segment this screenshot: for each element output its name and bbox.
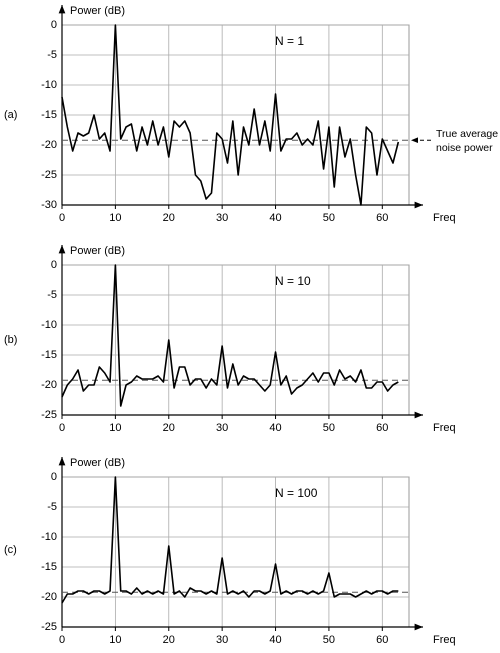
- x-tick-label: 30: [216, 212, 228, 224]
- y-tick-label: -20: [41, 379, 57, 391]
- y-tick-label: -30: [41, 199, 57, 211]
- x-tick-label: 50: [323, 422, 335, 434]
- y-tick-label: 0: [51, 471, 57, 483]
- x-tick-label: 0: [59, 634, 65, 646]
- data-line: [61, 476, 399, 604]
- x-tick-label: 30: [216, 634, 228, 646]
- x-tick-label: 40: [269, 212, 281, 224]
- x-tick-label: 60: [376, 634, 388, 646]
- x-tick-label: 60: [376, 422, 388, 434]
- x-axis-label: Freq: [433, 212, 456, 224]
- y-axis-label: Power (dB): [70, 457, 125, 469]
- x-tick-label: 60: [376, 212, 388, 224]
- x-tick-label: 20: [163, 212, 175, 224]
- y-tick-label: -15: [41, 109, 57, 121]
- y-tick-label: -25: [41, 409, 57, 421]
- x-axis-label: Freq: [433, 634, 456, 646]
- y-tick-label: -5: [47, 49, 57, 61]
- x-tick-label: 10: [109, 212, 121, 224]
- x-tick-label: 40: [269, 422, 281, 434]
- y-tick-label: 0: [51, 259, 57, 271]
- data-line: [61, 264, 399, 407]
- y-tick-label: -10: [41, 319, 57, 331]
- x-tick-label: 10: [109, 422, 121, 434]
- y-tick-label: -25: [41, 169, 57, 181]
- x-tick-label: 0: [59, 422, 65, 434]
- data-line: [61, 24, 400, 206]
- y-tick-label: -15: [41, 561, 57, 573]
- x-tick-label: 20: [163, 422, 175, 434]
- x-tick-label: 10: [109, 634, 121, 646]
- annotation: noise power: [436, 142, 493, 154]
- x-axis-label: Freq: [433, 422, 456, 434]
- panel-subtitle: N = 1: [275, 34, 304, 48]
- panel-subtitle: N = 100: [275, 486, 318, 500]
- y-axis-label: Power (dB): [70, 5, 125, 17]
- y-tick-label: -5: [47, 501, 57, 513]
- x-tick-label: 40: [269, 634, 281, 646]
- x-tick-label: 50: [323, 634, 335, 646]
- x-tick-label: 30: [216, 422, 228, 434]
- y-tick-label: -20: [41, 591, 57, 603]
- y-tick-label: -25: [41, 621, 57, 633]
- y-tick-label: 0: [51, 19, 57, 31]
- panel-label: (a): [4, 109, 17, 121]
- y-tick-label: -5: [47, 289, 57, 301]
- y-tick-label: -10: [41, 531, 57, 543]
- y-tick-label: -15: [41, 349, 57, 361]
- y-axis-label: Power (dB): [70, 245, 125, 257]
- y-tick-label: -10: [41, 79, 57, 91]
- panel-subtitle: N = 10: [275, 274, 311, 288]
- x-tick-label: 0: [59, 212, 65, 224]
- y-tick-label: -20: [41, 139, 57, 151]
- x-tick-label: 50: [323, 212, 335, 224]
- x-tick-label: 20: [163, 634, 175, 646]
- panel-label: (c): [4, 544, 17, 556]
- annotation: True average: [436, 128, 498, 140]
- panel-label: (b): [4, 334, 17, 346]
